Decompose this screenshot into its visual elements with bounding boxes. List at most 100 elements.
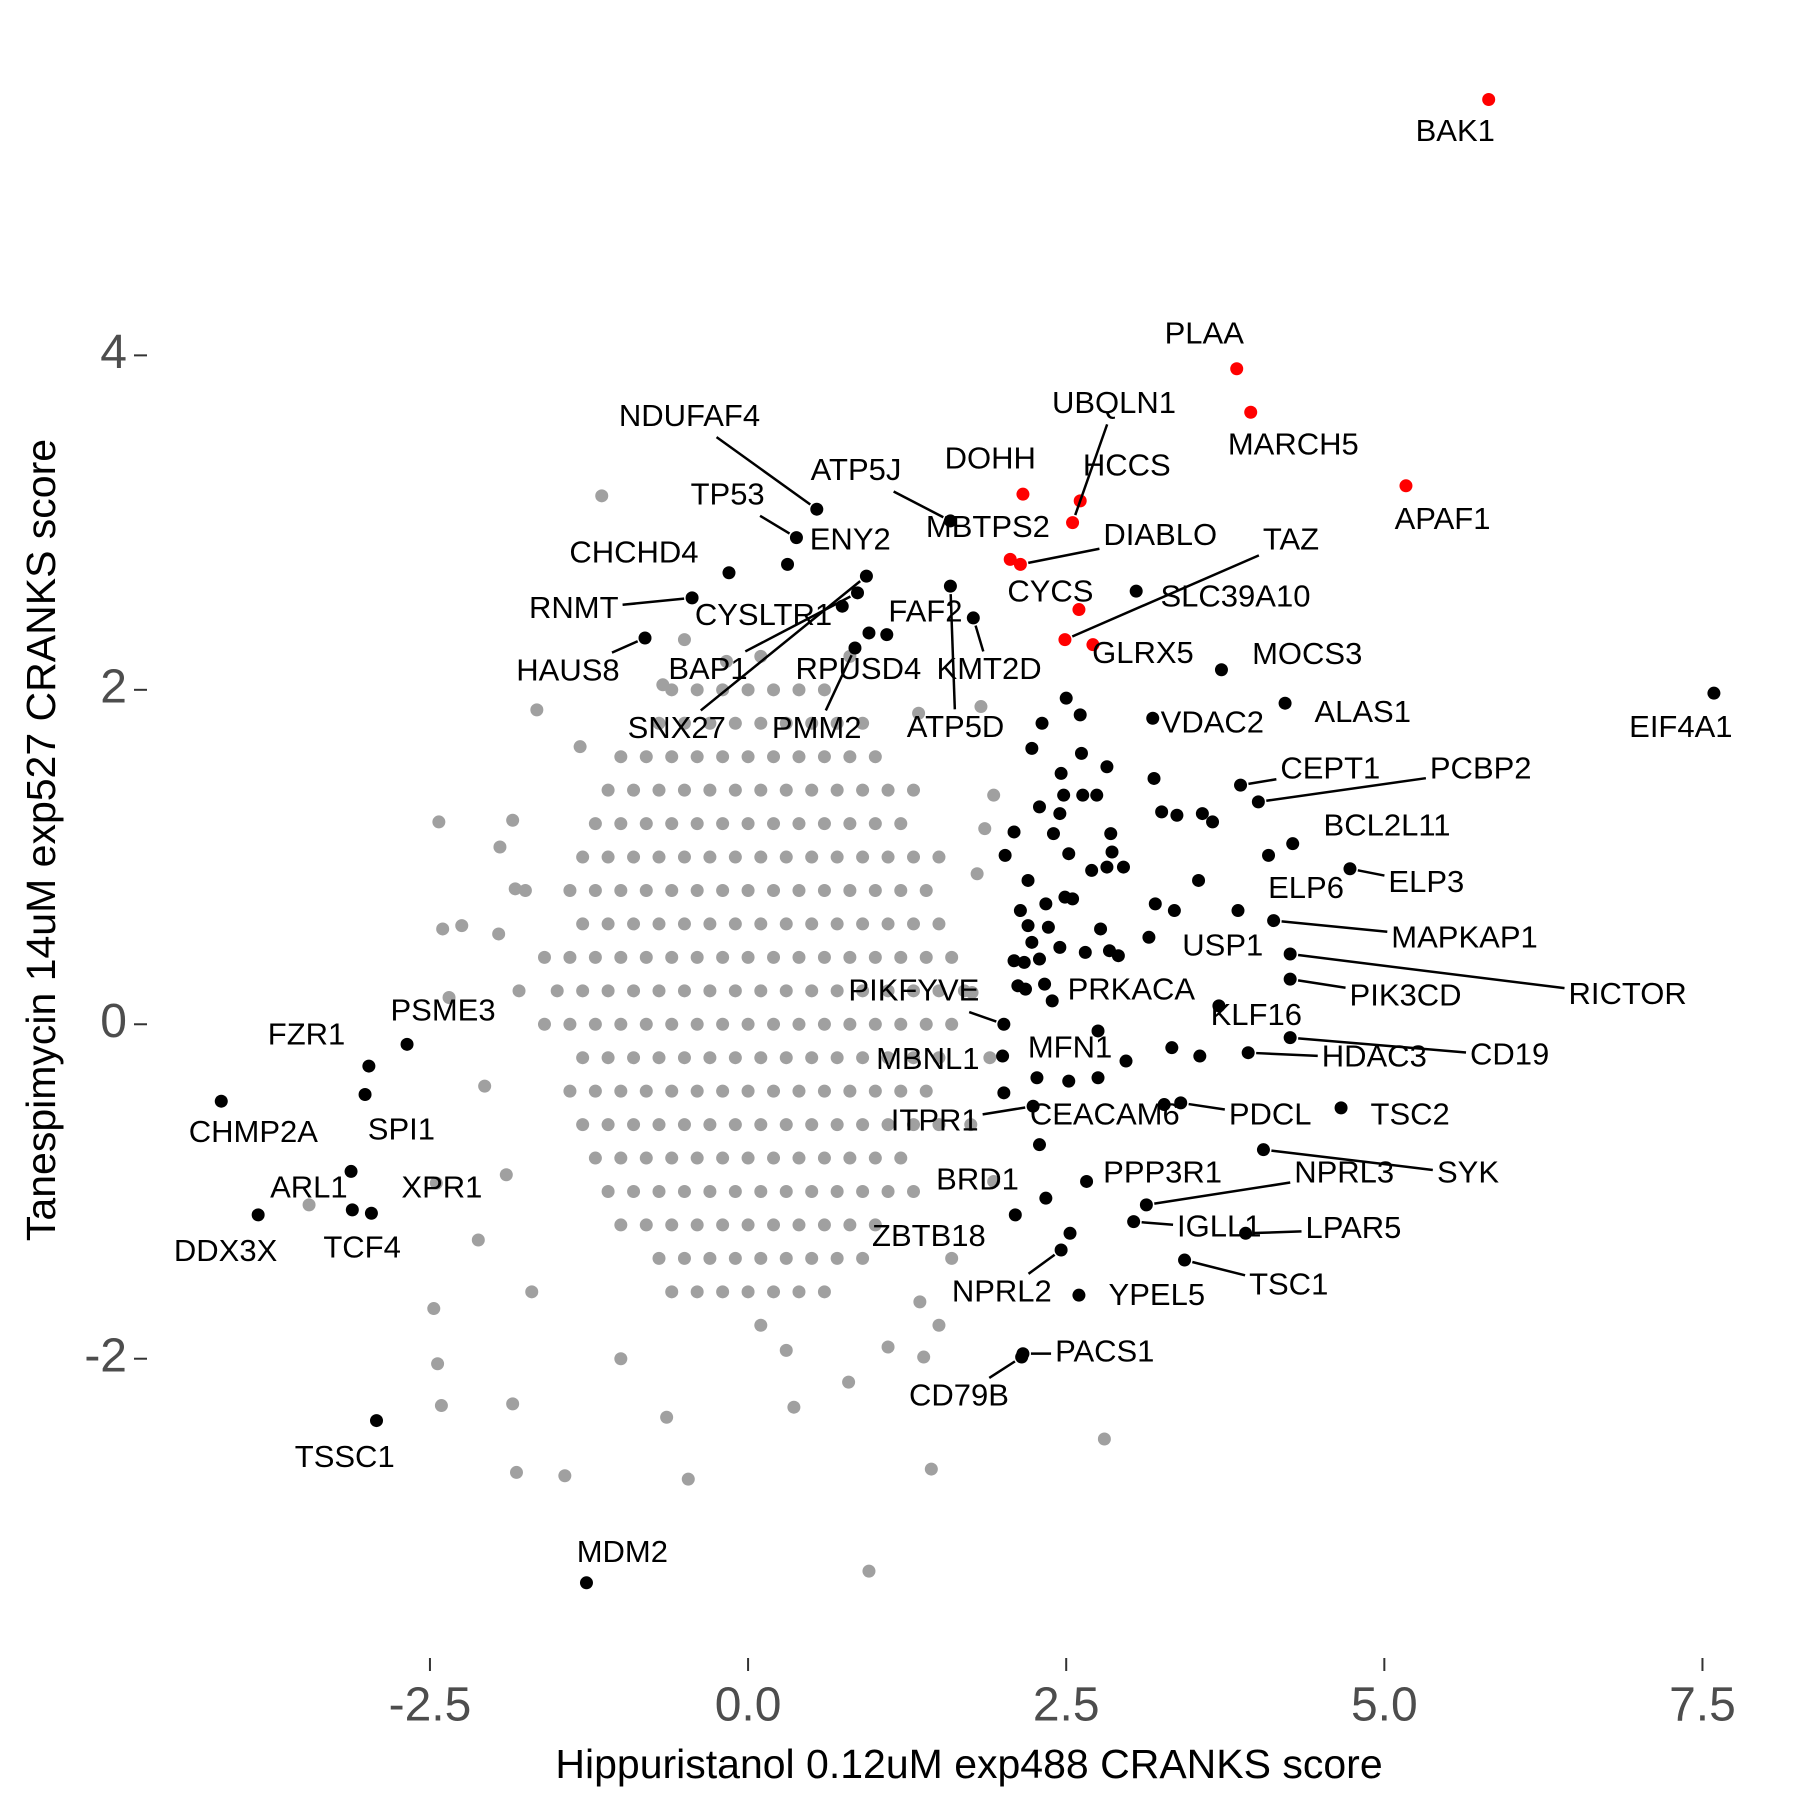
point (518, 883, 532, 897)
point (842, 1375, 856, 1389)
point (1212, 999, 1226, 1013)
point (1032, 800, 1046, 814)
y-tick-label: 4 (100, 326, 127, 379)
point (1066, 516, 1080, 530)
point-label: PCBP2 (1430, 751, 1532, 786)
point (1267, 914, 1281, 928)
point (400, 1037, 414, 1051)
point (856, 1118, 870, 1132)
point (665, 1285, 679, 1299)
point (1059, 691, 1073, 705)
point (690, 1218, 704, 1232)
point (1016, 487, 1030, 501)
point (1707, 686, 1721, 700)
point (563, 950, 577, 964)
point (787, 1400, 801, 1414)
point (614, 1218, 628, 1232)
point (427, 1302, 441, 1316)
point (919, 883, 933, 897)
point-label: APAF1 (1395, 501, 1491, 536)
point (1399, 479, 1413, 493)
point (868, 1084, 882, 1098)
point (779, 1184, 793, 1198)
point (685, 591, 699, 605)
point (1054, 1243, 1068, 1257)
point (1062, 847, 1076, 861)
point (614, 817, 628, 831)
point (830, 783, 844, 797)
point (805, 1251, 819, 1265)
point (792, 683, 806, 697)
point (1206, 815, 1220, 829)
point (665, 817, 679, 831)
point (1017, 955, 1031, 969)
point (1192, 873, 1206, 887)
x-tick-label: 5.0 (1351, 1679, 1418, 1732)
point (716, 1285, 730, 1299)
x-tick-label: 0.0 (715, 1679, 782, 1732)
point-label: MDM2 (577, 1534, 668, 1569)
point (576, 917, 590, 931)
point (881, 1184, 895, 1198)
point-label: TSSC1 (295, 1439, 395, 1474)
point (614, 1017, 628, 1031)
point (830, 917, 844, 931)
leader-line (1141, 1220, 1174, 1227)
point (1111, 949, 1125, 963)
point-label: CD19 (1470, 1036, 1549, 1071)
point (639, 1017, 653, 1031)
point (677, 1051, 691, 1065)
point (627, 1118, 641, 1132)
point (856, 984, 870, 998)
point (1334, 1101, 1348, 1115)
point (364, 1206, 378, 1220)
point (716, 683, 730, 697)
point (690, 950, 704, 964)
point (563, 1084, 577, 1098)
point (563, 883, 577, 897)
point (690, 1017, 704, 1031)
leader-line (1297, 953, 1565, 990)
point (779, 1251, 793, 1265)
point (932, 850, 946, 864)
leader-line (1027, 1253, 1056, 1275)
point (917, 1350, 931, 1364)
point (302, 1198, 316, 1212)
point (805, 783, 819, 797)
point (639, 1218, 653, 1232)
point (1025, 935, 1039, 949)
point (754, 783, 768, 797)
point (1013, 557, 1027, 571)
leader-line (1256, 1051, 1318, 1058)
leader-line (715, 436, 812, 506)
point (741, 1285, 755, 1299)
point (595, 489, 609, 503)
point (805, 850, 819, 864)
point (1003, 552, 1017, 566)
point (907, 850, 921, 864)
point (652, 716, 666, 730)
point (1170, 808, 1184, 822)
point (868, 750, 882, 764)
leader-line (1074, 423, 1109, 516)
point (677, 917, 691, 931)
point (588, 883, 602, 897)
point (817, 750, 831, 764)
point-label: PMM2 (772, 710, 862, 745)
leader-line (1253, 1230, 1302, 1235)
point (779, 850, 793, 864)
leader-line (824, 654, 853, 711)
point (576, 1118, 590, 1132)
point (894, 950, 908, 964)
point (728, 1118, 742, 1132)
point (1127, 1215, 1141, 1229)
point (817, 883, 831, 897)
point-label: RPUSD4 (795, 651, 921, 686)
point (1283, 1031, 1297, 1045)
point (703, 917, 717, 931)
point (805, 1118, 819, 1132)
point (690, 1285, 704, 1299)
point (601, 984, 615, 998)
point (614, 750, 628, 764)
point (614, 883, 628, 897)
